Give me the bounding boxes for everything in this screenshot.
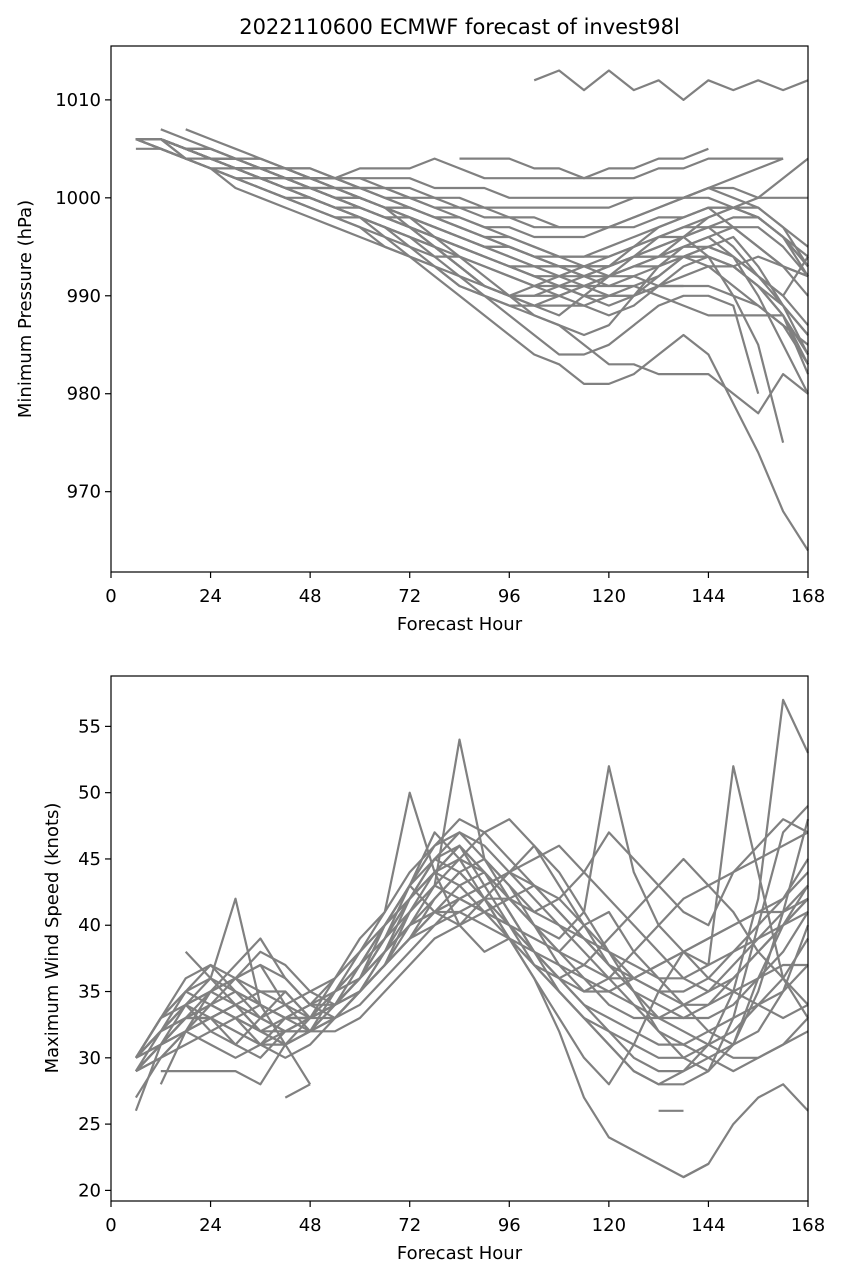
wind-y-tick-label: 35	[78, 982, 101, 1003]
pressure-ensemble-line-23	[135, 138, 809, 356]
pressure-y-axis-label: Minimum Pressure (hPa)	[15, 200, 36, 418]
pressure-series-group	[135, 69, 810, 552]
wind-y-tick-label: 30	[78, 1048, 101, 1069]
wind-y-tick-label: 50	[78, 783, 101, 804]
pressure-x-tick-label: 168	[791, 586, 825, 607]
pressure-ensemble-line-25	[135, 138, 809, 268]
wind-ticks: 0 24 48 72 96 120 144 168 20 25 30 35 40 45 50 55	[78, 716, 825, 1236]
wind-y-axis-label: Maximum Wind Speed (knots)	[42, 803, 63, 1074]
wind-ensemble-line-27	[134, 857, 809, 1059]
pressure-ensemble-line-3	[135, 147, 760, 394]
wind-y-tick-label: 20	[78, 1180, 101, 1201]
pressure-x-tick-label: 0	[105, 586, 116, 607]
wind-y-tick-label: 40	[78, 915, 101, 936]
pressure-panel: 2022110600 ECMWF forecast of invest98l 0…	[15, 15, 825, 635]
pressure-x-axis-label: Forecast Hour	[397, 614, 523, 635]
wind-x-tick-label: 144	[691, 1215, 725, 1236]
pressure-y-tick-label: 1000	[55, 188, 101, 209]
pressure-y-tick-label: 970	[67, 482, 101, 503]
wind-x-tick-label: 0	[105, 1215, 116, 1236]
wind-ensemble-line-1	[284, 1083, 311, 1099]
wind-x-tick-label: 72	[398, 1215, 421, 1236]
pressure-ensemble-line-28	[135, 138, 809, 277]
pressure-x-tick-label: 96	[498, 586, 521, 607]
pressure-ensemble-line-12	[459, 157, 784, 180]
wind-y-tick-label: 45	[78, 849, 101, 870]
wind-x-tick-label: 120	[592, 1215, 626, 1236]
pressure-x-tick-label: 48	[299, 586, 322, 607]
wind-x-axis-label: Forecast Hour	[397, 1243, 523, 1264]
pressure-ticks: 0 24 48 72 96 120 144 168 970 980 990 1000 1010	[55, 90, 825, 607]
wind-panel: 0 24 48 72 96 120 144 168 20 25 30 35 40 45 50 55 Forec…	[42, 675, 825, 1264]
pressure-ensemble-line-0	[533, 69, 809, 102]
wind-ensemble-line-23	[134, 818, 809, 1059]
pressure-y-tick-label: 1010	[55, 90, 101, 111]
pressure-y-tick-label: 980	[67, 384, 101, 405]
wind-axes-frame	[110, 675, 809, 1202]
pressure-y-tick-label: 990	[67, 286, 101, 307]
pressure-x-tick-label: 24	[199, 586, 222, 607]
wind-x-tick-label: 96	[498, 1215, 521, 1236]
wind-ensemble-line-17	[134, 818, 809, 1059]
wind-ensemble-line-26	[135, 897, 809, 1072]
wind-ensemble-line-14	[135, 871, 809, 1073]
wind-x-tick-label: 168	[791, 1215, 825, 1236]
pressure-axes-frame	[110, 45, 809, 573]
pressure-x-tick-label: 144	[691, 586, 725, 607]
wind-y-tick-label: 25	[78, 1114, 101, 1135]
wind-ensemble-line-15	[135, 871, 810, 1073]
wind-x-tick-label: 24	[199, 1215, 222, 1236]
pressure-ensemble-line-31	[135, 138, 684, 288]
wind-ensemble-line-25	[135, 871, 809, 1059]
wind-x-tick-label: 48	[299, 1215, 322, 1236]
pressure-ensemble-line-10	[135, 138, 784, 239]
chart-title: 2022110600 ECMWF forecast of invest98l	[239, 15, 680, 39]
pressure-x-tick-label: 120	[592, 586, 626, 607]
pressure-x-tick-label: 72	[398, 586, 421, 607]
wind-series-group	[134, 698, 810, 1179]
wind-ensemble-line-22	[135, 897, 809, 1059]
wind-y-tick-label: 55	[78, 716, 101, 737]
